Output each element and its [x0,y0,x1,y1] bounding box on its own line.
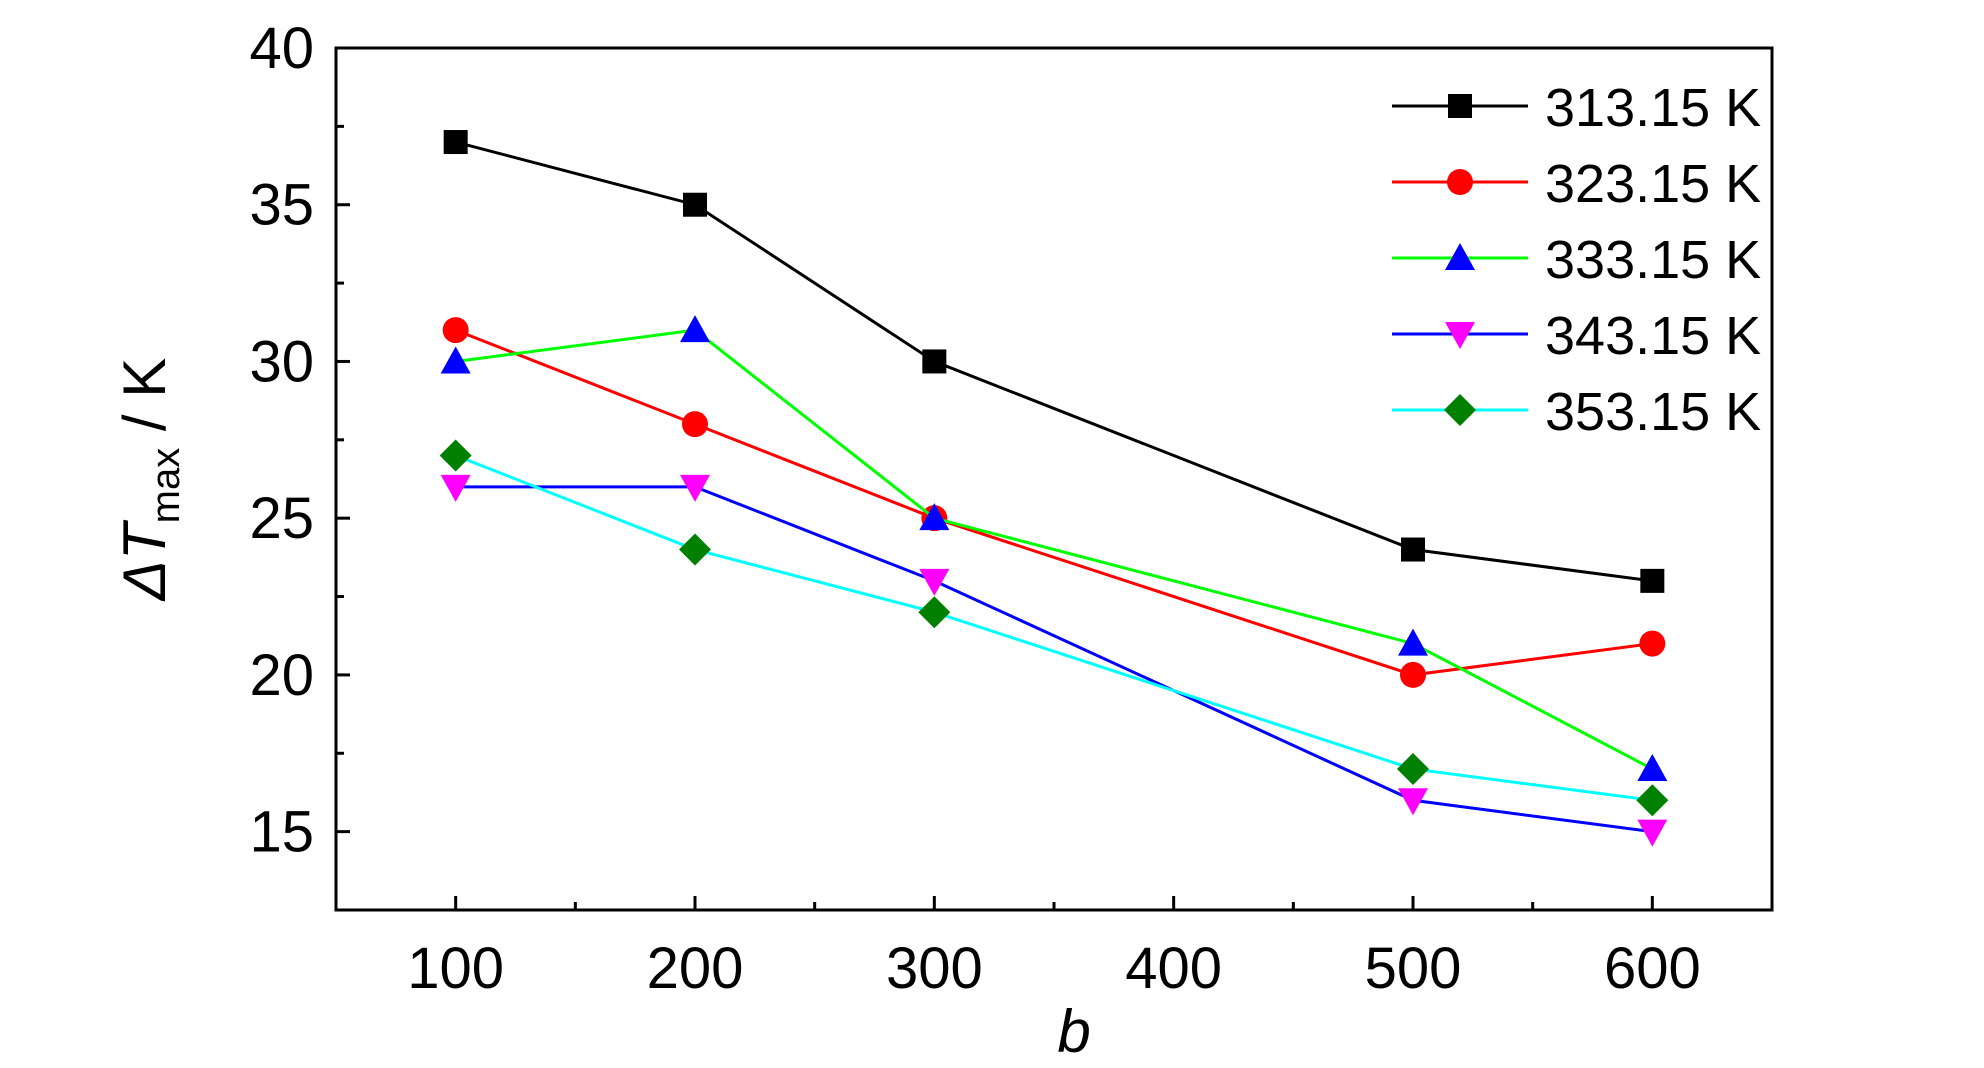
series-2 [440,315,1668,781]
y-tick-label: 35 [249,173,314,238]
data-point [1637,819,1668,847]
data-point [1401,537,1425,562]
series-layer [439,130,1669,847]
x-tick-label: 200 [647,936,744,1001]
legend-entry: 353.15 K [1392,382,1761,442]
legend-entry: 333.15 K [1392,230,1761,290]
data-point [439,439,472,472]
x-tick-label: 300 [886,936,983,1001]
data-point [1398,788,1428,816]
series-4 [439,439,1669,817]
legend-label: 323.15 K [1545,154,1761,214]
series-3 [440,474,1668,847]
legend-entry: 323.15 K [1392,154,1761,214]
axes-layer: 100 200 300 400 500 600 15 20 25 30 35 40 b ΔTmax / K [111,16,1774,1065]
legend-label: 333.15 K [1545,230,1761,290]
series-0 [443,130,1665,593]
legend-marker [1445,322,1475,349]
legend-label: 353.15 K [1545,382,1761,442]
series-line [455,140,1653,583]
series-line [455,328,1653,677]
data-point [1639,630,1666,657]
legend-marker [1447,169,1473,195]
data-point [1397,752,1429,785]
y-tick-label: 15 [249,800,314,865]
data-point [680,315,710,343]
data-point [918,596,951,629]
data-point [443,130,468,155]
legend-label: 313.15 K [1545,78,1761,138]
y-tick-label: 20 [249,643,314,708]
data-point [922,349,947,374]
y-tick-label: 40 [249,16,314,81]
legend: 313.15 K 323.15 K 333.15 K 343.15 K 353.15 K [1392,78,1761,442]
y-tick-label: 25 [249,486,314,551]
legend-marker [1444,394,1476,426]
series-line [455,485,1653,834]
x-tick-label: 100 [407,936,504,1001]
data-point [1398,628,1428,656]
data-point [1636,784,1669,817]
series-line [455,454,1653,802]
data-point [440,474,471,502]
data-point [682,411,708,438]
data-point [1637,753,1668,781]
legend-entry: 313.15 K [1392,78,1761,138]
data-point [442,317,469,344]
data-point [683,192,707,217]
legend-entry: 343.15 K [1392,306,1761,366]
series-1 [442,317,1666,688]
x-tick-label: 400 [1125,936,1222,1001]
y-axis-label: ΔTmax / K [111,358,188,603]
x-tick-label: 500 [1365,936,1462,1001]
legend-marker [1448,94,1472,118]
data-point [1640,568,1665,593]
series-line [455,328,1654,771]
data-point [919,568,950,596]
legend-marker [1445,243,1475,270]
y-tick-label: 30 [249,329,314,394]
data-point [919,503,950,531]
data-point [1400,661,1426,688]
data-point [679,533,711,566]
legend-label: 343.15 K [1545,306,1761,366]
x-tick-label: 600 [1604,936,1701,1001]
data-point [440,346,471,374]
x-axis-label: b [1057,998,1090,1063]
data-point [680,474,710,502]
